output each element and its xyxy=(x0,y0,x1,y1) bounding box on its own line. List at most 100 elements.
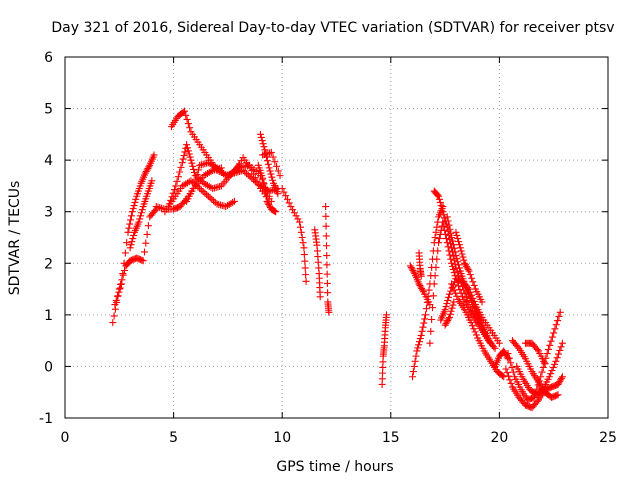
data-point xyxy=(454,235,462,243)
data-point xyxy=(142,167,150,175)
data-point xyxy=(431,272,439,280)
data-point xyxy=(445,293,453,301)
data-point xyxy=(409,368,417,376)
data-point xyxy=(558,373,566,381)
data-point xyxy=(422,311,430,319)
data-point xyxy=(464,265,472,273)
data-point xyxy=(459,253,467,261)
data-point xyxy=(276,172,284,180)
data-point xyxy=(451,248,459,256)
data-point xyxy=(544,345,552,353)
data-point xyxy=(470,297,478,305)
data-point xyxy=(503,369,511,377)
data-point xyxy=(140,248,148,256)
data-point xyxy=(446,310,454,318)
data-point xyxy=(322,203,330,211)
data-point xyxy=(274,167,282,175)
data-point xyxy=(429,292,437,300)
x-tick-label: 0 xyxy=(61,430,70,446)
data-point xyxy=(186,124,194,132)
data-point xyxy=(324,289,332,297)
data-point xyxy=(259,140,267,148)
data-point xyxy=(547,337,555,345)
data-point xyxy=(246,173,254,181)
data-point xyxy=(452,289,460,297)
data-point xyxy=(430,280,438,288)
data-point xyxy=(416,281,424,289)
data-point xyxy=(172,182,180,190)
data-point xyxy=(487,339,495,347)
data-point xyxy=(250,176,258,184)
tick-labels: 0 5 10 15 20 25 -1 0 1 2 3 4 5 6 xyxy=(39,50,617,446)
data-point xyxy=(466,288,474,296)
data-point xyxy=(187,156,195,164)
data-point xyxy=(453,255,461,263)
data-point xyxy=(264,199,272,207)
data-point xyxy=(429,304,437,312)
data-point xyxy=(555,379,563,387)
data-point xyxy=(194,183,202,191)
data-point xyxy=(266,202,274,210)
data-point xyxy=(470,325,478,333)
data-point xyxy=(456,244,464,252)
data-point xyxy=(248,174,256,182)
data-point xyxy=(125,224,133,232)
data-point xyxy=(514,343,522,351)
data-point xyxy=(454,258,462,266)
data-point xyxy=(109,319,117,327)
data-point xyxy=(110,312,118,320)
data-point xyxy=(447,307,455,315)
data-point xyxy=(174,173,182,181)
data-point xyxy=(273,162,281,170)
data-point xyxy=(462,261,470,269)
data-point xyxy=(230,197,238,205)
data-point xyxy=(448,284,456,292)
data-point xyxy=(266,167,274,175)
data-point xyxy=(432,263,440,271)
data-point xyxy=(543,350,551,358)
axis-ticks xyxy=(64,56,609,419)
data-point xyxy=(258,137,266,145)
data-point xyxy=(555,312,563,320)
data-point xyxy=(131,198,139,206)
data-point xyxy=(229,198,237,206)
data-point xyxy=(498,372,506,380)
data-point xyxy=(469,294,477,302)
data-point xyxy=(137,209,145,217)
data-point xyxy=(501,349,509,357)
data-point xyxy=(213,164,221,172)
data-point xyxy=(217,167,225,175)
data-point xyxy=(417,331,425,339)
data-point xyxy=(294,215,302,223)
data-point xyxy=(215,165,223,173)
data-point xyxy=(300,251,308,259)
data-point xyxy=(132,195,140,203)
data-point xyxy=(413,347,421,355)
data-point xyxy=(453,268,461,276)
data-point xyxy=(449,301,457,309)
data-point xyxy=(269,176,277,184)
data-point xyxy=(436,198,444,206)
data-point xyxy=(409,373,417,381)
data-point xyxy=(301,257,309,265)
data-point xyxy=(184,120,192,128)
data-point xyxy=(420,319,428,327)
data-point xyxy=(541,360,549,368)
data-point xyxy=(206,194,214,202)
data-point xyxy=(538,368,546,376)
data-point xyxy=(322,232,330,240)
data-point xyxy=(130,231,138,239)
data-point xyxy=(490,343,498,351)
data-point xyxy=(448,237,456,245)
data-point xyxy=(259,174,267,182)
data-point xyxy=(412,352,420,360)
data-point xyxy=(181,148,189,156)
data-point xyxy=(447,229,455,237)
data-point xyxy=(444,296,452,304)
data-point xyxy=(438,205,446,213)
data-point xyxy=(550,329,558,337)
data-point xyxy=(296,218,304,226)
data-point xyxy=(283,195,291,203)
data-point xyxy=(150,151,158,159)
data-point xyxy=(121,249,129,257)
